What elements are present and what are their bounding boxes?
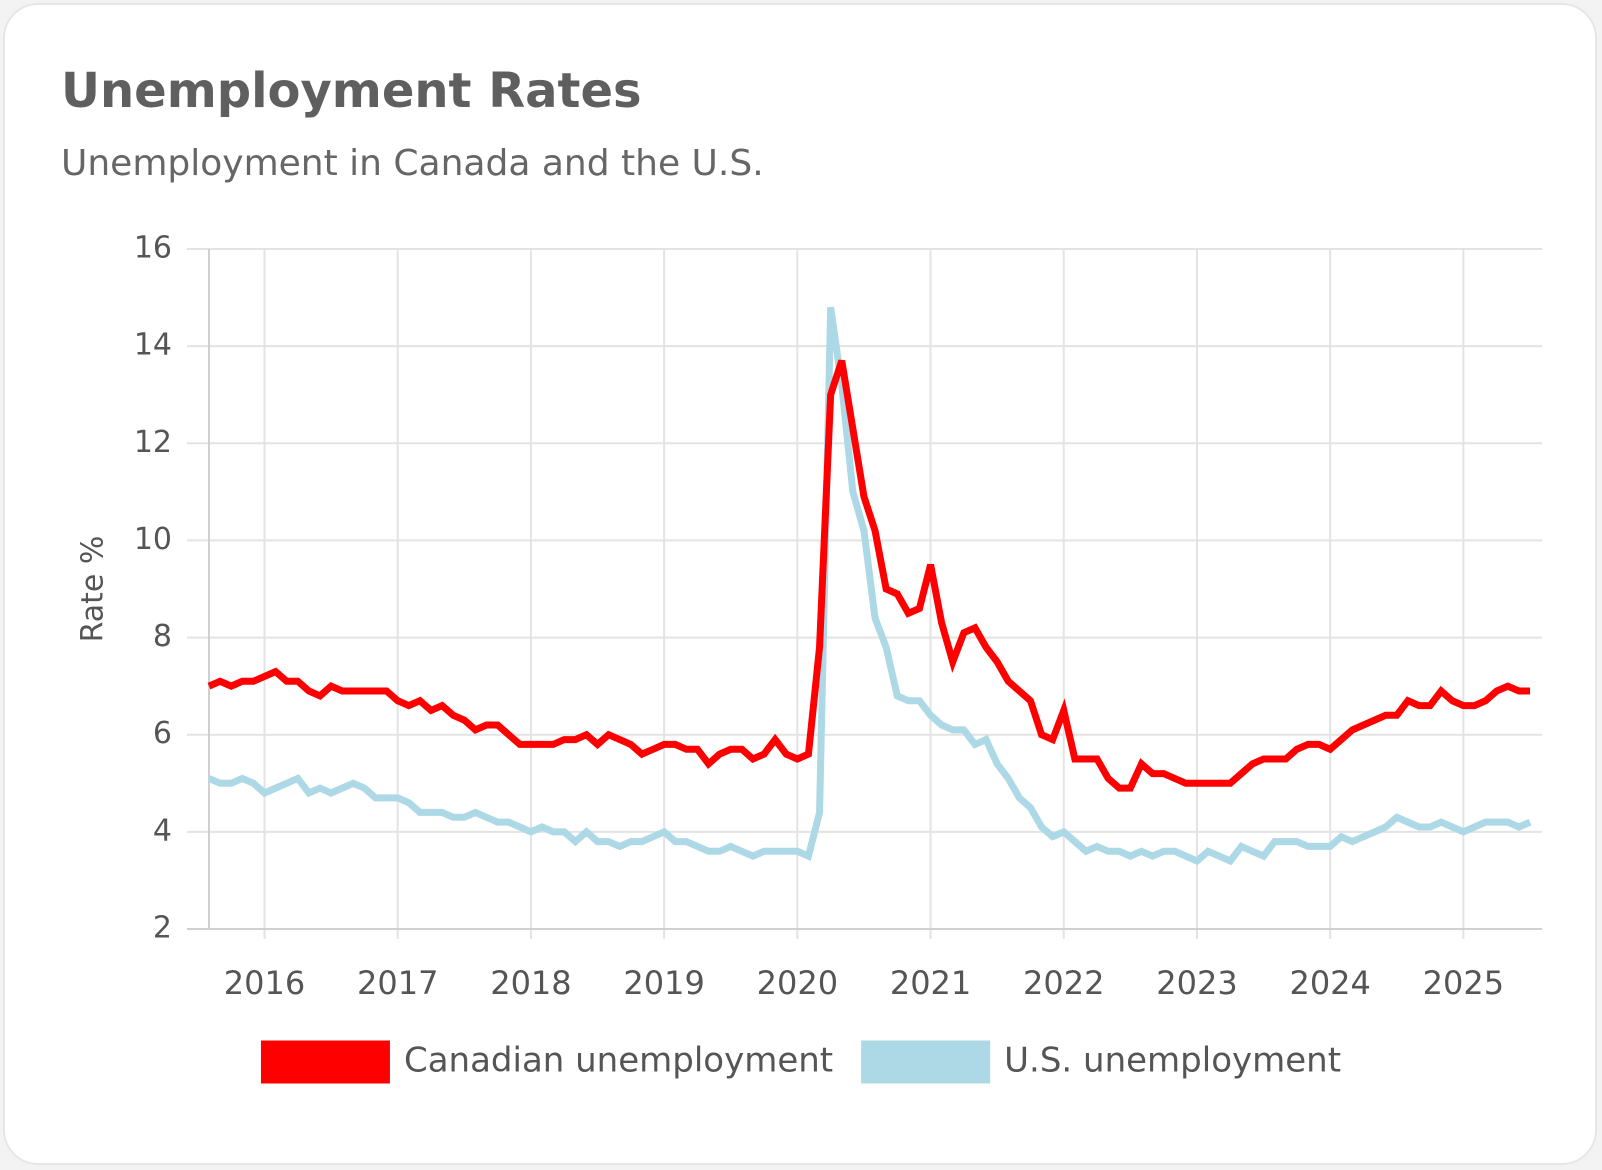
y-tick-label: 12: [134, 425, 172, 460]
x-tick-label: 2022: [1023, 964, 1104, 1002]
y-tick-label: 10: [134, 522, 172, 557]
x-tick-label: 2021: [890, 964, 971, 1002]
legend-label: U.S. unemployment: [1004, 1041, 1341, 1081]
y-tick-label: 4: [153, 813, 172, 848]
y-tick-label: 16: [134, 231, 172, 266]
y-tick-label: 6: [153, 716, 172, 751]
card: [3, 3, 1597, 1165]
legend-swatch: [260, 1040, 390, 1084]
x-tick-label: 2023: [1156, 964, 1237, 1002]
x-tick-label: 2025: [1423, 964, 1504, 1002]
y-axis-label: Rate %: [76, 536, 111, 643]
x-tick-label: 2024: [1289, 964, 1370, 1002]
data-line: [207, 359, 1530, 792]
chart-subtitle: Unemployment in Canada and the U.S.: [61, 143, 764, 184]
y-tick-label: 2: [153, 911, 172, 946]
y-tick-label: 14: [134, 328, 172, 363]
y-tick-label: 8: [153, 619, 172, 654]
x-tick-label: 2018: [490, 964, 571, 1002]
x-tick-label: 2019: [623, 964, 704, 1002]
data-line: [207, 306, 1532, 866]
x-tick-label: 2020: [757, 964, 838, 1002]
x-tick-label: 2017: [357, 964, 438, 1002]
legend-label: Canadian unemployment: [404, 1041, 833, 1081]
x-tick-label: 2016: [224, 964, 305, 1002]
legend-swatch: [861, 1040, 991, 1084]
chart-title: Unemployment Rates: [61, 63, 642, 119]
